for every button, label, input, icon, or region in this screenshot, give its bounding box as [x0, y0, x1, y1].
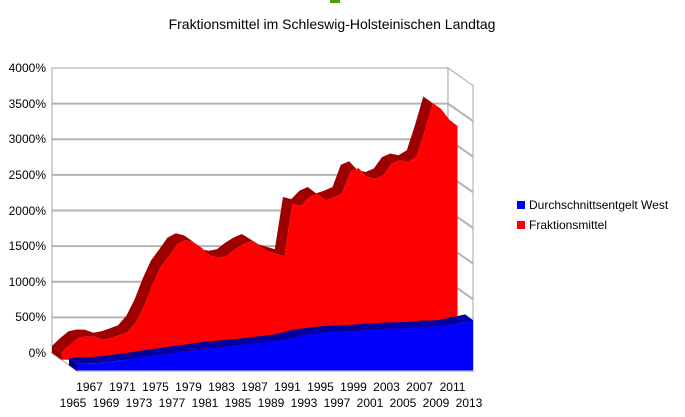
y-axis-tick-label: 3500%: [8, 96, 46, 111]
x-axis-tick-label: 1983: [208, 380, 235, 394]
x-axis-tick-label: 2011: [439, 380, 466, 394]
x-axis-tick-label: 1993: [290, 396, 318, 410]
chart-title: Fraktionsmittel im Schleswig-Holsteinisc…: [168, 16, 496, 32]
x-axis-tick-label: 1971: [109, 380, 136, 394]
area-left-face-durchschnittsentgelt-west: [69, 358, 77, 371]
x-axis-tick-label: 1967: [76, 380, 103, 394]
x-axis-tick-label: 1995: [307, 380, 334, 394]
legend-item-durchschnittsentgelt: Durchschnittsentgelt West: [517, 199, 668, 211]
x-axis-tick-label: 1991: [274, 380, 301, 394]
y-axis-tick-label: 1000%: [8, 274, 46, 289]
legend-swatch-red: [517, 221, 525, 229]
x-axis-tick-label: 1965: [59, 396, 87, 410]
area-front-face-fraktionsmittel: [61, 103, 458, 360]
x-axis-tick-label: 1989: [257, 396, 285, 410]
x-axis-tick-label: 1999: [340, 380, 367, 394]
x-axis-tick-label: 2003: [373, 380, 400, 394]
y-axis-tick-label: 4000%: [8, 61, 46, 75]
x-axis-tick-label: 1969: [92, 396, 120, 410]
green-artifact: [330, 0, 340, 3]
x-axis-tick-label: 1997: [323, 396, 351, 410]
y-axis-tick-label: 1500%: [8, 239, 46, 254]
x-axis-tick-label: 1987: [241, 380, 268, 394]
x-axis-tick-label: 2007: [406, 380, 433, 394]
legend-swatch-blue: [517, 201, 525, 209]
x-axis-tick-label: 2001: [356, 396, 384, 410]
x-axis-tick-label: 1981: [191, 396, 219, 410]
side-gridline: [447, 102, 474, 122]
y-axis-tick-label: 2500%: [8, 167, 46, 182]
x-axis-tick-label: 1977: [158, 396, 186, 410]
area-left-face-fraktionsmittel: [52, 345, 62, 360]
y-axis-tick-label: 0%: [28, 346, 46, 360]
y-axis-tick-label: 500%: [15, 310, 46, 325]
y-axis-tick-label: 2000%: [8, 203, 46, 218]
y-axis-tick-label: 3000%: [8, 132, 46, 147]
legend-label: Fraktionsmittel: [529, 218, 608, 232]
x-axis-tick-label: 1985: [224, 396, 252, 410]
legend-item-fraktionsmittel: Fraktionsmittel: [517, 219, 668, 231]
area-top-face-durchschnittsentgelt-west: [69, 314, 473, 364]
x-axis-tick-label: 2009: [422, 396, 450, 410]
x-axis-tick-label: 1979: [175, 380, 202, 394]
legend: Durchschnittsentgelt West Fraktionsmitte…: [517, 199, 668, 239]
x-axis-tick-label: 1973: [125, 396, 153, 410]
legend-label: Durchschnittsentgelt West: [529, 198, 669, 212]
area-top-face-fraktionsmittel: [52, 96, 458, 353]
x-axis-tick-label: 2013: [455, 396, 483, 410]
x-axis-tick-label: 1975: [142, 380, 169, 394]
x-axis-tick-label: 2005: [389, 396, 417, 410]
area-front-face-durchschnittsentgelt-west: [77, 320, 473, 371]
